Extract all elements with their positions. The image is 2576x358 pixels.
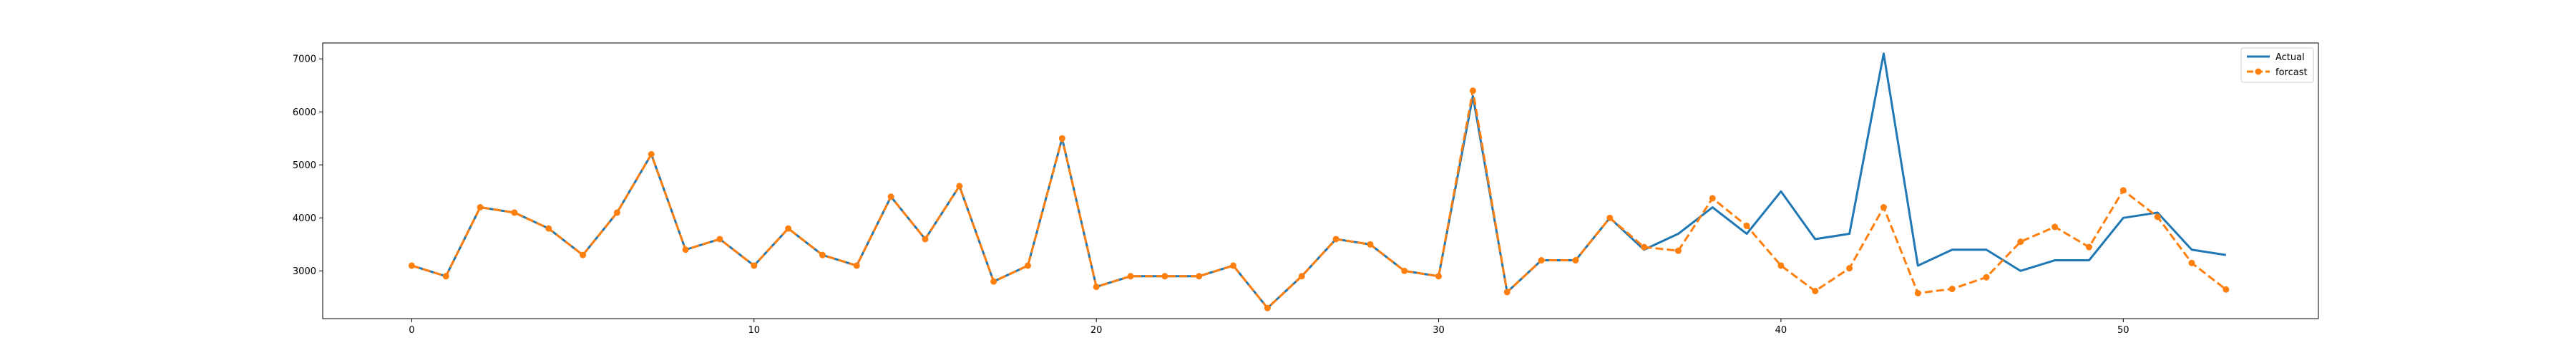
- data-point-forcast: [2223, 286, 2230, 293]
- data-point-forcast: [2154, 213, 2161, 221]
- data-point-forcast: [956, 183, 963, 190]
- data-point-forcast: [1983, 274, 1990, 281]
- x-tick-label: 20: [1091, 325, 1103, 336]
- legend-label-forcast: forcast: [2275, 67, 2308, 78]
- y-tick-label: 5000: [293, 160, 316, 171]
- data-point-forcast: [1914, 289, 1921, 296]
- data-point-forcast: [1332, 236, 1340, 243]
- data-point-forcast: [1093, 284, 1100, 291]
- data-point-forcast: [1367, 241, 1374, 248]
- data-point-forcast: [2085, 243, 2092, 251]
- y-tick-label: 7000: [293, 54, 316, 65]
- data-point-forcast: [2119, 187, 2127, 194]
- data-point-forcast: [887, 193, 894, 200]
- data-point-forcast: [819, 251, 826, 258]
- data-point-forcast: [1743, 222, 1750, 229]
- data-point-forcast: [1264, 304, 1271, 311]
- data-point-forcast: [477, 204, 484, 211]
- data-point-forcast: [751, 262, 758, 269]
- series-line-forcast: [411, 90, 2227, 309]
- data-point-forcast: [2017, 238, 2024, 246]
- legend-label-actual: Actual: [2275, 52, 2305, 63]
- data-point-forcast: [1298, 273, 1305, 280]
- data-point-forcast: [1469, 87, 1476, 95]
- data-point-forcast: [1196, 273, 1203, 280]
- y-axis: 3000 4000 5000 6000 7000: [293, 54, 323, 277]
- data-point-forcast: [1641, 243, 1648, 251]
- data-point-forcast: [1503, 289, 1511, 296]
- data-point-forcast: [1127, 273, 1134, 280]
- legend: Actual forcast: [2240, 47, 2314, 83]
- data-point-forcast: [1024, 262, 1031, 269]
- data-point-forcast: [1538, 257, 1545, 264]
- data-point-forcast: [1401, 267, 1408, 274]
- data-point-forcast: [853, 262, 860, 269]
- data-point-forcast: [408, 262, 415, 269]
- y-tick-label: 4000: [293, 213, 316, 224]
- y-tick-label: 6000: [293, 107, 316, 118]
- x-tick-label: 10: [748, 325, 760, 336]
- data-point-forcast: [1812, 288, 1819, 294]
- data-point-forcast: [922, 236, 929, 243]
- data-point-forcast: [1435, 273, 1443, 280]
- data-point-forcast: [648, 150, 655, 158]
- data-point-forcast: [1846, 265, 1853, 272]
- data-point-forcast: [682, 246, 689, 253]
- plot-frame: [322, 42, 2319, 319]
- data-point-forcast: [1230, 262, 1237, 269]
- data-point-forcast: [2188, 259, 2195, 266]
- x-tick-label: 30: [1433, 325, 1445, 336]
- data-point-forcast: [990, 278, 997, 285]
- data-point-forcast: [1674, 247, 1682, 254]
- data-point-forcast: [545, 225, 552, 232]
- data-point-forcast: [2051, 223, 2059, 231]
- y-tick-label: 3000: [293, 266, 316, 277]
- data-point-forcast: [511, 209, 518, 216]
- data-point-forcast: [716, 236, 723, 243]
- data-point-forcast: [1058, 135, 1065, 142]
- legend-marker-forcast: [2255, 68, 2262, 75]
- data-point-forcast: [1948, 286, 1956, 293]
- data-point-forcast: [1161, 273, 1169, 280]
- x-axis: 0 10 20 30 40 50: [409, 319, 2129, 336]
- x-tick-label: 40: [1775, 325, 1787, 336]
- data-point-forcast: [785, 225, 792, 232]
- x-tick-label: 0: [409, 325, 414, 336]
- data-point-forcast: [1606, 214, 1614, 221]
- data-point-forcast: [1777, 262, 1785, 269]
- data-point-forcast: [1880, 204, 1887, 211]
- data-point-forcast: [580, 251, 587, 258]
- data-point-forcast: [613, 209, 620, 216]
- data-point-forcast: [442, 273, 449, 280]
- x-tick-label: 50: [2117, 325, 2129, 336]
- data-point-forcast: [1709, 195, 1716, 202]
- series-layer: [411, 52, 2227, 309]
- plot-area-background: [323, 43, 2318, 319]
- marker-layer: [408, 87, 2230, 311]
- data-point-forcast: [1572, 257, 1579, 264]
